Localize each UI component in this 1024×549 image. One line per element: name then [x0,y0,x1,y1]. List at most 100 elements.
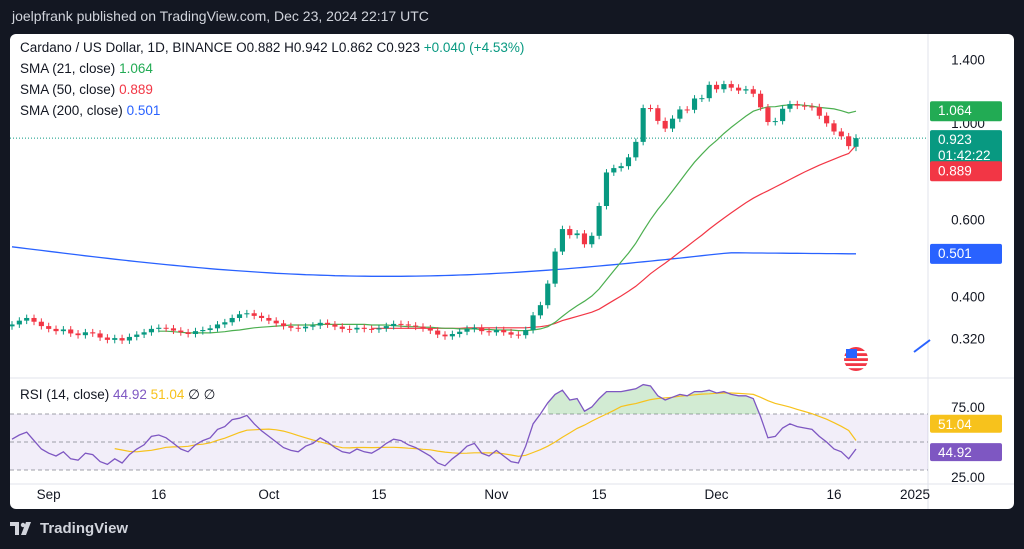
candle [38,318,44,330]
price-tick-label: 0.600 [951,213,985,228]
candle-body [46,326,52,329]
chart-panel[interactable]: 1.400 1.000 0.600 0.400 0.320 1.064 0.923 01:42… [10,34,1014,509]
candle-body [567,229,573,236]
candle-body [38,321,44,327]
rsi-pane[interactable] [10,383,928,471]
price-tick-label: 0.400 [951,289,985,304]
rsi-hidden-icons[interactable]: ∅ ∅ [188,387,216,402]
candle [501,326,507,336]
sma200-legend[interactable]: SMA (200, close) 0.501 [20,103,160,118]
candle-body [640,108,646,142]
candle-body [97,333,103,338]
candle [222,318,228,328]
sma200-value: 0.501 [126,103,161,118]
time-tick-label: 15 [592,487,607,502]
candle [713,81,720,93]
candle-body [655,108,661,121]
candle [82,328,88,339]
candle-body [185,332,191,335]
sma200-price-badge: 0.501 [930,243,1002,264]
last-price-badge-text: 0.923 [938,132,972,147]
symbol-name[interactable]: Cardano / US Dollar, 1D, BINANCE [20,40,233,55]
candle [10,321,15,330]
rsi-ma-value: 51.04 [150,387,185,402]
candle-body [317,322,323,326]
candle-body [508,332,514,335]
candle-body [75,333,81,336]
candle [567,225,573,239]
candle-body [302,326,309,329]
candle [119,334,125,344]
candle [163,324,169,332]
rsi-legend[interactable]: RSI (14, close) 44.92 51.04 ∅ ∅ [20,387,215,403]
candle-body [831,123,837,132]
candle-body [750,89,756,94]
price-pane[interactable] [10,80,931,371]
candle-body [141,332,147,335]
candle [148,325,155,336]
candle [251,309,257,320]
us-flag-stripe [844,366,868,369]
candle [633,138,639,161]
candle [207,324,213,334]
price-axis[interactable]: 1.4001.0000.6000.4000.3201.0640.92301:42… [930,52,1002,485]
chart-canvas[interactable]: 1.4001.0000.6000.4000.3201.0640.92301:42… [10,34,1014,509]
candle-body [156,327,162,329]
candle-body [376,328,382,330]
sma200-line [11,246,856,277]
candle-body [684,109,690,111]
candle-body [148,328,155,333]
candle-body [10,324,15,327]
sma50-legend[interactable]: SMA (50, close) 0.889 [20,82,153,97]
candle-body [369,328,375,330]
candle-body [82,332,88,336]
candle [662,117,668,132]
candle-body [170,328,177,331]
candle [655,104,661,125]
candle-body [207,328,213,331]
candle [310,322,316,331]
candle [383,322,389,332]
candle-body [846,136,852,147]
candle [398,320,404,328]
rsi-ma-badge: 51.04 [930,414,1002,433]
candle [479,324,485,335]
candle-body [603,172,610,206]
tradingview-wordmark: TradingView [40,520,129,537]
price-tick-label: 0.320 [951,332,985,347]
candle [236,310,243,322]
candle-body [802,105,808,107]
candle-body [581,233,588,245]
candle-body [112,338,118,340]
sma21-legend[interactable]: SMA (21, close) 1.064 [20,61,153,76]
candle [60,326,66,335]
candle [266,314,272,325]
candle [449,330,455,340]
tradingview-logo[interactable]: TradingView [10,520,128,537]
last-price-badge-box [930,130,1002,167]
candle-body [515,334,521,336]
candle [838,128,844,140]
candle [750,85,756,98]
last-price-badge-text: 01:42:22 [938,148,991,163]
candle-body [589,235,595,245]
candle [640,104,646,146]
candle-body [310,325,316,327]
candle-body [633,141,639,158]
candle [787,100,793,113]
candle [258,312,265,322]
candle [706,81,712,102]
rsi-label: RSI (14, close) [20,387,110,402]
candle [435,327,441,339]
candle-body [244,313,250,315]
candle [596,202,602,240]
candle-body [758,93,764,108]
candle-body [611,168,617,173]
time-axis[interactable]: Sep 16 Oct 15 Nov 15 Dec 16 2025 [37,487,930,502]
candle-body [16,320,22,325]
candle-body [736,87,742,91]
candle-body [339,326,345,329]
candle-body [537,305,543,316]
candle-body [427,328,433,331]
candle [31,314,37,326]
